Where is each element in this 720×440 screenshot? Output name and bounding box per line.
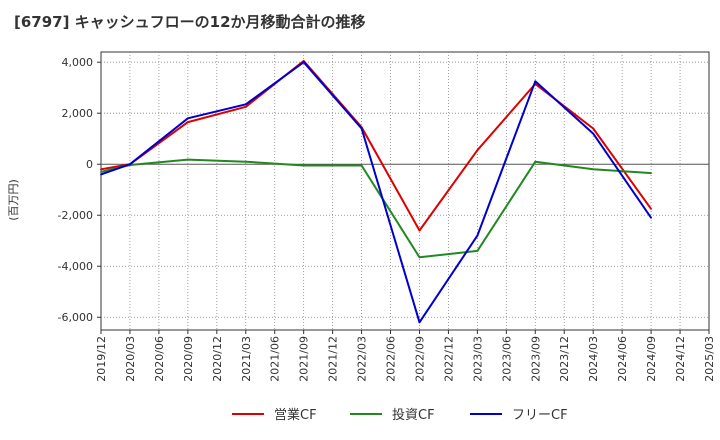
x-tick-label: 2021/09 <box>298 336 311 382</box>
x-tick-label: 2021/03 <box>240 336 253 382</box>
x-tick-label: 2020/12 <box>211 336 224 382</box>
x-tick-label: 2020/03 <box>124 336 137 382</box>
x-tick-label: 2021/06 <box>269 336 282 382</box>
grid-lines <box>101 52 709 330</box>
x-tick-label: 2023/09 <box>529 336 542 382</box>
data-point <box>418 229 421 232</box>
x-tick-label: 2025/03 <box>703 336 716 382</box>
legend-label: 投資CF <box>392 407 435 423</box>
y-tick-label: 4,000 <box>62 56 94 69</box>
data-point <box>100 173 102 176</box>
x-tick-label: 2021/12 <box>327 336 340 382</box>
data-point <box>650 216 652 219</box>
data-point <box>244 103 247 106</box>
data-point <box>244 105 247 108</box>
x-tick-label: 2024/09 <box>645 336 658 382</box>
x-tick-label: 2023/03 <box>471 336 484 382</box>
x-axis: 2019/12 2020/03 2020/06 2020/09 2020/12 2021/… <box>95 330 716 382</box>
data-point <box>129 163 131 166</box>
x-tick-label: 2023/12 <box>558 336 571 382</box>
data-point <box>592 168 595 171</box>
x-tick-label: 2020/06 <box>153 336 166 382</box>
data-point <box>360 164 363 167</box>
legend-label: 営業CF <box>274 407 317 423</box>
x-tick-label: 2022/09 <box>413 336 426 382</box>
x-tick-label: 2024/03 <box>587 336 600 382</box>
data-point <box>186 121 189 124</box>
data-point <box>302 61 305 64</box>
x-tick-label: 2022/12 <box>442 336 455 382</box>
y-tick-label: 2,000 <box>62 107 94 120</box>
x-tick-label: 2024/12 <box>674 336 687 382</box>
data-point <box>650 172 652 175</box>
x-tick-label: 2022/03 <box>356 336 369 382</box>
data-point <box>476 149 479 152</box>
data-point <box>650 207 652 210</box>
series-lines <box>100 59 652 324</box>
data-point <box>418 321 421 324</box>
data-point <box>186 158 189 161</box>
data-point <box>592 127 595 130</box>
data-point <box>476 234 479 237</box>
data-point <box>592 132 595 135</box>
x-tick-label: 2020/09 <box>182 336 195 382</box>
x-tick-label: 2024/06 <box>616 336 629 382</box>
data-point <box>100 168 102 171</box>
y-tick-label: -6,000 <box>58 311 93 324</box>
data-point <box>418 256 421 259</box>
y-tick-label: -2,000 <box>58 209 93 222</box>
data-point <box>476 250 479 252</box>
x-tick-label: 2023/06 <box>500 336 513 382</box>
data-point <box>302 164 305 167</box>
y-axis: 4,000 2,000 0 -2,000 -4,000 -6,000 <box>58 56 101 324</box>
y-tick-label: -4,000 <box>58 260 93 273</box>
legend-label: フリーCF <box>512 408 568 423</box>
data-point <box>534 160 537 163</box>
legend: 営業CF 投資CF フリーCF <box>232 407 568 423</box>
y-axis-label: (百万円) <box>7 179 20 221</box>
x-tick-label: 2019/12 <box>95 336 108 382</box>
data-point <box>244 160 247 163</box>
plot-area <box>100 51 710 331</box>
data-point <box>534 80 537 83</box>
x-tick-label: 2022/06 <box>385 336 398 382</box>
data-point <box>186 117 189 120</box>
data-point <box>360 127 363 130</box>
y-tick-label: 0 <box>86 158 93 171</box>
data-point <box>100 170 102 173</box>
chart-title: [6797] キャッシュフローの12か月移動合計の推移 <box>14 13 366 31</box>
